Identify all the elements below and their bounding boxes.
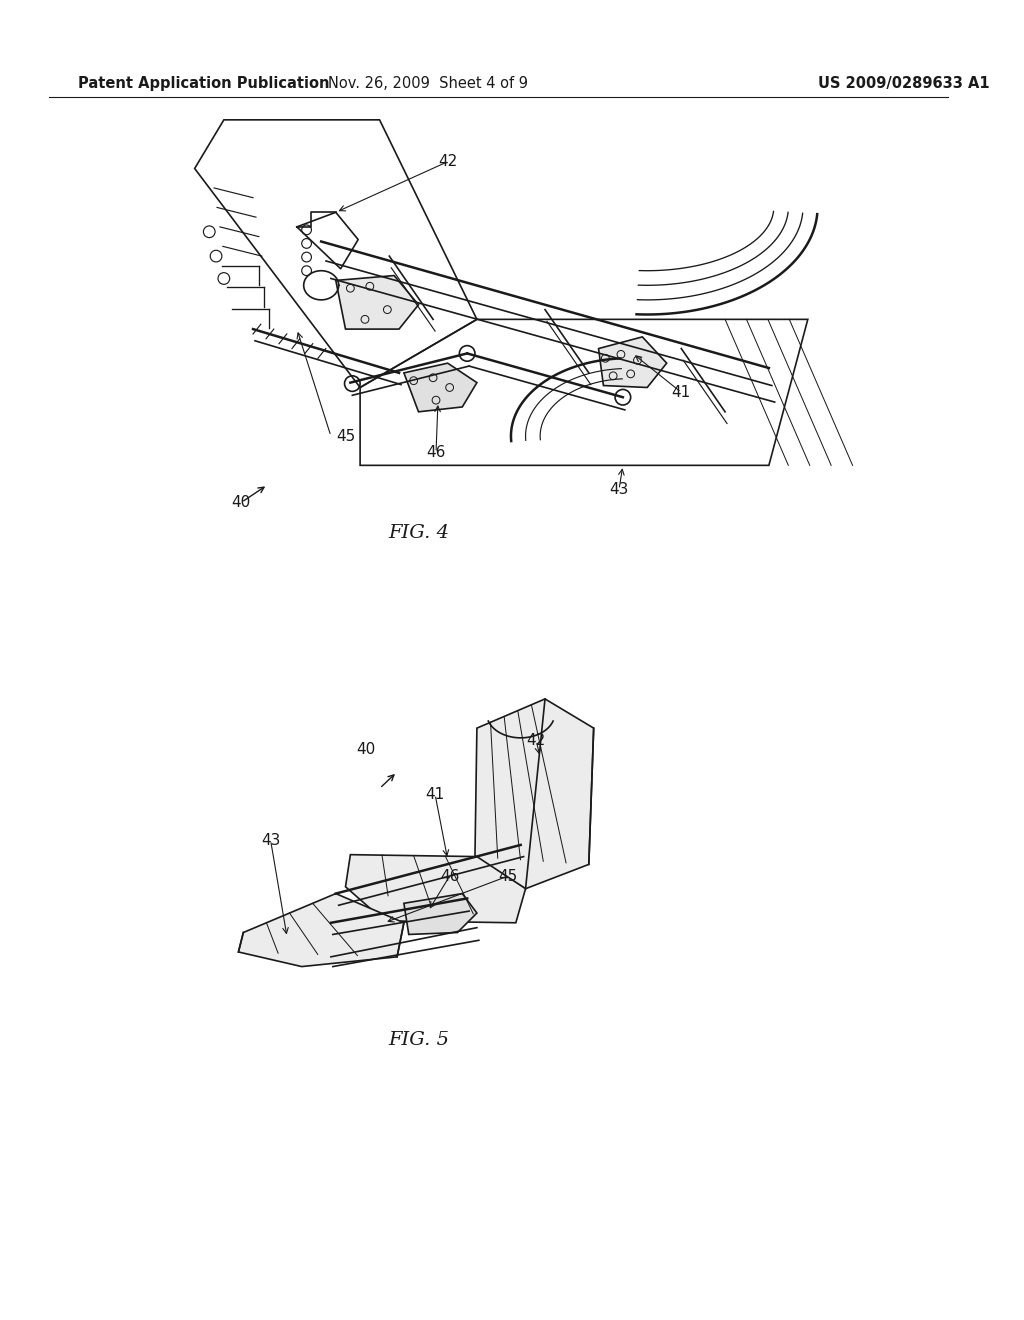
Text: 42: 42 <box>438 154 458 169</box>
Text: FIG. 5: FIG. 5 <box>388 1031 449 1048</box>
Polygon shape <box>403 363 477 412</box>
Text: US 2009/0289633 A1: US 2009/0289633 A1 <box>817 77 989 91</box>
Text: 46: 46 <box>426 445 445 461</box>
Text: 43: 43 <box>609 482 629 498</box>
Text: 40: 40 <box>356 742 376 758</box>
Text: 41: 41 <box>425 787 444 801</box>
Text: FIG. 4: FIG. 4 <box>388 524 449 543</box>
Polygon shape <box>599 337 667 388</box>
Text: 42: 42 <box>526 734 546 748</box>
Text: 40: 40 <box>231 495 251 510</box>
Text: 41: 41 <box>672 385 691 400</box>
Polygon shape <box>345 854 525 923</box>
Polygon shape <box>403 894 477 935</box>
Text: 46: 46 <box>440 869 460 883</box>
Polygon shape <box>475 698 594 888</box>
Polygon shape <box>239 894 403 966</box>
Text: Patent Application Publication: Patent Application Publication <box>78 77 330 91</box>
Polygon shape <box>336 276 419 329</box>
Text: 45: 45 <box>336 429 355 444</box>
Text: 43: 43 <box>261 833 281 847</box>
Text: Nov. 26, 2009  Sheet 4 of 9: Nov. 26, 2009 Sheet 4 of 9 <box>329 77 528 91</box>
Text: 45: 45 <box>499 869 518 883</box>
